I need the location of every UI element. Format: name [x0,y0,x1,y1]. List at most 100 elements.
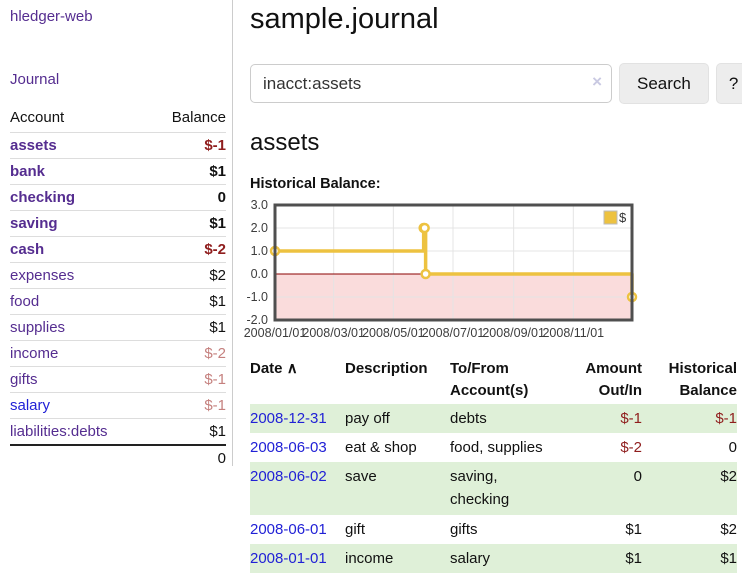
col-header-description: Description [345,360,428,377]
register-accounts-cell: saving, checking [450,468,510,509]
sidebar-account-link[interactable]: checking [10,189,76,206]
sidebar-account-link[interactable]: salary [10,397,51,414]
y-tick-label: 3.0 [251,198,268,212]
register-header-row: Date ∧ Description To/From Account(s) Am… [250,356,737,404]
account-row: cash $-2 [10,236,226,263]
historical-balance-chart[interactable]: $3.0 2.0 1.0 0.0 -1.0 -2.0 2008/01/01 2008/03/0… [242,198,742,342]
register-amount-cell: $-1 [620,409,642,427]
sidebar-account-link[interactable]: expenses [10,267,75,284]
register-accounts-cell: salary [450,549,491,567]
account-row: saving $1 [10,210,226,237]
x-tick-label: 2008/01/01 [244,326,307,340]
x-tick-label: 2008/03/01 [302,326,365,340]
sort-asc-icon: ∧ [286,360,298,377]
register-amount-cell: $1 [625,520,642,538]
account-row: liabilities:debts $1 [10,418,226,446]
account-row: checking 0 [10,184,226,211]
clear-search-icon[interactable]: × [592,72,602,91]
x-tick-label: 2008/05/01 [362,326,425,340]
register-row: 2008-12-31 pay off debts $-1 $-1 [250,403,737,433]
y-tick-label: -1.0 [246,290,268,304]
sidebar-account-balance: $1 [209,423,226,440]
search-form: × Search ? [250,63,742,104]
register-date-cell: 2008-06-03 [250,433,345,462]
search-box: × [250,64,612,103]
sidebar-account-balance: $-2 [204,241,226,258]
register-table: Date ∧ Description To/From Account(s) Am… [250,356,737,573]
accounts-total-row: 0 [10,444,226,471]
sidebar-account-link[interactable]: gifts [10,371,38,388]
nav-journal-link[interactable]: Journal [10,71,60,88]
col-header-accounts: To/From Account(s) [450,360,529,399]
register-date-link[interactable]: 2008-12-31 [250,409,327,427]
x-tick-label: 2008/11/01 [542,326,604,340]
register-balance-cell: $2 [720,468,737,485]
chart-title: Historical Balance: [250,176,381,192]
sidebar-account-link[interactable]: income [10,345,59,362]
legend-label: $ [619,210,627,225]
accounts-header-balance: Balance [171,109,226,126]
sidebar-account-balance: $2 [209,267,226,284]
search-input[interactable] [250,64,612,103]
register-row: 2008-06-03 eat & shop food, supplies $-2 0 [250,433,737,462]
register-date-cell: 2008-06-02 [250,462,345,515]
register-balance-cell: $1 [720,549,737,567]
register-amount-cell: $1 [625,549,642,567]
register-accounts-cell: debts [450,409,487,427]
sidebar-account-balance: $-1 [204,137,226,154]
sidebar-account-balance: $-2 [204,345,226,362]
sidebar-account-link[interactable]: saving [10,215,58,232]
data-point[interactable] [419,222,430,234]
sidebar-account-link[interactable]: supplies [10,319,66,336]
sidebar-account-balance: 0 [217,189,226,206]
accounts-total-value: 0 [148,444,226,471]
register-row: 2008-06-02 save saving, checking 0 $2 [250,462,737,515]
col-header-balance: Historical Balance [668,360,737,399]
account-row: bank $1 [10,158,226,185]
sidebar-account-balance: $-1 [204,371,226,388]
col-header-amount: Amount Out/In [585,360,642,399]
register-description-cell: save [345,468,377,485]
y-tick-label: -2.0 [246,313,268,327]
sidebar-account-balance: $1 [209,293,226,310]
sidebar-account-link[interactable]: bank [10,163,46,180]
sidebar-account-link[interactable]: food [10,293,40,310]
register-date-cell: 2008-12-31 [250,404,345,433]
y-tick-label: 1.0 [251,244,268,258]
register-accounts-cell: food, supplies [450,438,543,456]
legend-swatch [603,210,618,225]
account-row: supplies $1 [10,314,226,341]
register-date-link[interactable]: 2008-06-01 [250,520,327,538]
register-description-cell: eat & shop [345,438,417,456]
register-balance-cell: 0 [728,438,737,456]
help-button[interactable]: ? [715,63,742,104]
sidebar-account-link[interactable]: assets [10,137,57,154]
register-date-link[interactable]: 2008-06-02 [250,468,327,485]
accounts-header-account: Account [10,109,65,126]
register-date-link[interactable]: 2008-06-03 [250,438,327,456]
brand-link[interactable]: hledger-web [10,8,93,25]
account-row: food $1 [10,288,226,315]
register-amount-cell: 0 [633,468,642,485]
accounts-table: Account Balance assets $-1 bank $1 checking 0… [10,106,226,471]
col-header-date[interactable]: Date ∧ [250,356,345,404]
sidebar-account-link[interactable]: liabilities:debts [10,423,108,440]
register-balance-cell: $-1 [715,409,737,427]
account-heading: assets [250,129,320,156]
x-tick-label: 2008/07/01 [422,326,485,340]
sidebar-account-balance: $1 [209,319,226,336]
sidebar: hledger-web Journal Account Balance asse… [0,0,233,471]
register-date-cell: 2008-06-01 [250,515,345,544]
sidebar-account-link[interactable]: cash [10,241,45,258]
register-accounts-cell: gifts [450,520,478,538]
sidebar-account-balance: $1 [209,163,226,180]
account-row: gifts $-1 [10,366,226,393]
account-row: expenses $2 [10,262,226,289]
search-button[interactable]: Search [619,63,709,104]
register-balance-cell: $2 [720,520,737,538]
plot-border [273,203,634,322]
register-date-link[interactable]: 2008-01-01 [250,549,327,567]
account-row: assets $-1 [10,132,226,159]
data-point[interactable] [420,268,431,280]
